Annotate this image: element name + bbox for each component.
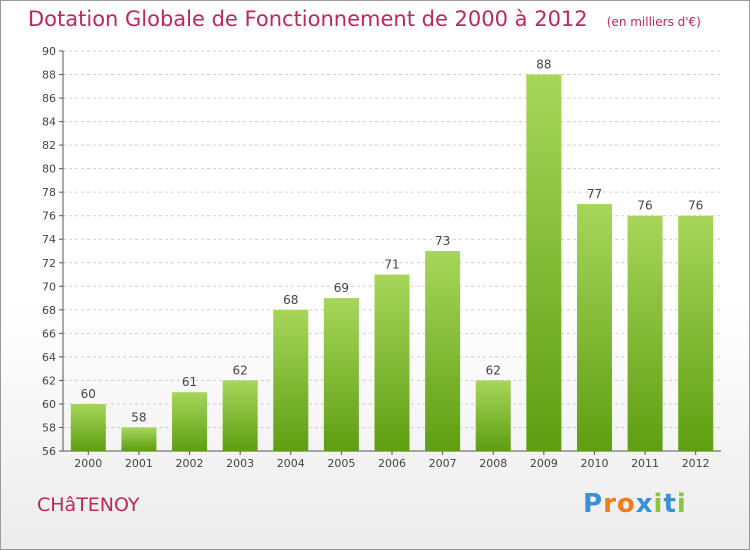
bar-2008 xyxy=(475,380,511,451)
bar-2005 xyxy=(323,298,359,451)
y-tick-label: 58 xyxy=(42,421,56,434)
bar-2001 xyxy=(121,427,157,451)
data-label: 58 xyxy=(131,410,146,424)
bar-2000 xyxy=(70,403,106,451)
logo-letter: i xyxy=(676,489,687,519)
data-label: 88 xyxy=(536,58,551,72)
town-name: CHâTENOY xyxy=(37,494,140,516)
bar-2004 xyxy=(273,309,309,451)
y-tick-label: 76 xyxy=(42,210,56,223)
data-label: 69 xyxy=(334,281,349,295)
y-tick-label: 56 xyxy=(42,445,56,458)
x-tick-label: 2004 xyxy=(277,457,305,470)
logo-letter: P xyxy=(583,489,604,519)
x-tick-label: 2007 xyxy=(429,457,457,470)
bar-2010 xyxy=(576,203,612,451)
bar-2011 xyxy=(627,215,663,451)
y-tick-label: 74 xyxy=(42,233,56,246)
y-tick-label: 62 xyxy=(42,374,56,387)
bar-2012 xyxy=(678,215,714,451)
y-tick-label: 70 xyxy=(42,280,56,293)
data-label: 68 xyxy=(283,293,298,307)
x-tick-label: 2003 xyxy=(226,457,254,470)
y-tick-label: 86 xyxy=(42,92,56,105)
data-label: 76 xyxy=(688,199,703,213)
bar-2002 xyxy=(172,392,208,451)
y-tick-label: 80 xyxy=(42,163,56,176)
y-tick-labels: 56 58 60 62 64 66 68 70 72 74 76 78 80 82 84 86 88 90 xyxy=(42,45,63,458)
x-tick-labels: 2000 2001 2002 2003 2004 2005 2006 2007 2008 2009… xyxy=(74,451,710,470)
data-label: 60 xyxy=(81,387,96,401)
y-tick-label: 90 xyxy=(42,45,56,58)
chart-subtitle: (en milliers d'€) xyxy=(606,15,701,29)
bar-2007 xyxy=(425,251,461,451)
x-tick-label: 2006 xyxy=(378,457,406,470)
data-labels: 60 58 61 62 68 69 71 73 62 88 77 76 76 xyxy=(81,58,704,425)
bars xyxy=(70,74,714,451)
x-tick-label: 2011 xyxy=(631,457,659,470)
bar-2006 xyxy=(374,274,410,451)
y-tick-label: 66 xyxy=(42,327,56,340)
data-label: 61 xyxy=(182,375,197,389)
data-label: 77 xyxy=(587,187,602,201)
logo-letter: o xyxy=(616,489,636,519)
y-tick-label: 84 xyxy=(42,116,56,129)
data-label: 62 xyxy=(486,363,501,377)
x-tick-label: 2008 xyxy=(479,457,507,470)
bar-2009 xyxy=(526,74,562,451)
y-tick-label: 60 xyxy=(42,398,56,411)
x-tick-label: 2009 xyxy=(530,457,558,470)
data-label: 73 xyxy=(435,234,450,248)
logo-letter: r xyxy=(603,489,617,519)
y-tick-label: 88 xyxy=(42,69,56,82)
data-label: 71 xyxy=(384,258,399,272)
x-tick-label: 2010 xyxy=(580,457,608,470)
y-tick-label: 68 xyxy=(42,304,56,317)
bar-2003 xyxy=(222,380,258,451)
data-label: 76 xyxy=(637,199,652,213)
logo-letter: x xyxy=(635,489,654,519)
data-label: 62 xyxy=(233,363,248,377)
chart-title: Dotation Globale de Fonctionnement de 20… xyxy=(28,7,588,31)
y-tick-label: 78 xyxy=(42,186,56,199)
logo-letter: t xyxy=(663,489,677,519)
x-tick-label: 2000 xyxy=(74,457,102,470)
logo-letter: i xyxy=(653,489,664,519)
x-tick-label: 2005 xyxy=(327,457,355,470)
x-tick-label: 2012 xyxy=(682,457,710,470)
x-tick-label: 2002 xyxy=(176,457,204,470)
proxiti-logo: Proxiti xyxy=(583,489,687,519)
y-tick-label: 72 xyxy=(42,257,56,270)
y-tick-label: 82 xyxy=(42,139,56,152)
y-tick-label: 64 xyxy=(42,351,56,364)
title-row: Dotation Globale de Fonctionnement de 20… xyxy=(28,7,701,31)
x-tick-label: 2001 xyxy=(125,457,153,470)
